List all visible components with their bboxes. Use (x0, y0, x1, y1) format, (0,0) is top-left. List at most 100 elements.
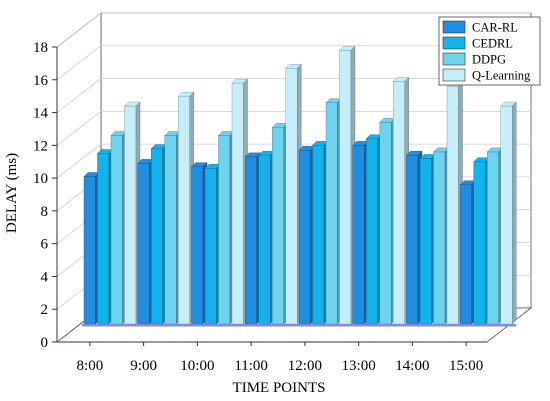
y-axis-title: DELAY (ms) (4, 153, 20, 233)
x-tick-label: 8:00 (77, 358, 104, 374)
bar-base-800 (82, 324, 140, 327)
bar-front-face (272, 127, 284, 325)
bar-base-900 (135, 324, 194, 327)
bar-front-face (258, 154, 271, 325)
bars-group (82, 45, 517, 327)
y-tick-label: 4 (41, 269, 49, 285)
bar-cedrl-1100 (258, 150, 275, 325)
bar-front-face (433, 151, 446, 325)
legend-label: CAR-RL (472, 21, 518, 35)
bar-cedrl-1200 (312, 140, 329, 325)
x-tick-label: 11:00 (234, 358, 268, 374)
bar-front-face (83, 176, 96, 325)
y-tick-label: 2 (41, 302, 49, 318)
bar-car-rl-1500 (459, 180, 477, 325)
bar-base-1200 (297, 324, 355, 327)
x-tick-label: 13:00 (342, 358, 376, 374)
bar-front-face (487, 151, 499, 325)
bar-front-face (231, 82, 244, 325)
legend-label: Q-Learning (472, 69, 531, 83)
bar-car-rl-1400 (406, 150, 423, 325)
bar-front-face (473, 161, 486, 325)
bar-base-1400 (404, 324, 463, 327)
bar-front-face (245, 156, 257, 325)
legend-swatch (442, 36, 466, 50)
y-tick-label: 0 (41, 335, 49, 351)
legend-swatch (442, 52, 466, 66)
bar-front-face (460, 184, 472, 325)
bar-car-rl-1100 (244, 152, 262, 325)
bar-cedrl-1300 (365, 134, 383, 325)
bar-ddpg-800 (110, 131, 127, 325)
bar-cedrl-1400 (419, 153, 436, 325)
bar-front-face (366, 138, 378, 325)
y-tick-label: 10 (33, 171, 48, 187)
bar-cedrl-800 (97, 149, 114, 325)
bar-ddpg-1200 (325, 98, 342, 325)
bar-front-face (352, 145, 365, 325)
legend-swatch (442, 68, 466, 82)
x-axis-title: TIME POINTS (233, 380, 326, 396)
bar-front-face (151, 148, 163, 325)
bar-front-face (164, 135, 177, 325)
bar-front-face (325, 102, 338, 325)
bar-base-1000 (189, 324, 248, 327)
bar-base-1300 (350, 324, 409, 327)
bar-front-face (446, 86, 459, 325)
bar-car-rl-1000 (191, 162, 208, 325)
x-tick-label: 10:00 (180, 358, 214, 374)
bar-car-rl-800 (83, 172, 100, 325)
bar-front-face (500, 105, 513, 325)
bar-front-face (379, 122, 392, 325)
side-grid-line (56, 111, 102, 146)
bar-front-face (124, 105, 137, 325)
x-tick-label: 15:00 (449, 358, 483, 374)
legend-label: DDPG (472, 53, 506, 67)
bar-front-face (191, 166, 204, 325)
bar-cedrl-900 (150, 144, 168, 325)
bar-front-face (218, 135, 231, 325)
legend-label: CEDRL (472, 37, 513, 51)
y-tick-label: 14 (33, 106, 49, 122)
bar-front-face (285, 68, 298, 325)
axes-group: 0 2 4 6 8 10 12 14 16 18 8:00 9:00 10:00 11:00 12:00 13… (33, 40, 487, 374)
corner-accent (56, 332, 70, 343)
y-tick-label: 12 (33, 138, 48, 154)
bar-front-face (97, 153, 110, 325)
bar-front-face (204, 168, 217, 325)
bar-front-face (110, 135, 123, 325)
side-grid-line (56, 143, 102, 179)
bar-front-face (393, 81, 405, 325)
y-tick-label: 16 (33, 73, 49, 89)
bar-front-face (137, 163, 150, 325)
bar-front-face (178, 95, 190, 325)
bar-front-face (298, 150, 311, 325)
x-tick-label: 9:00 (130, 358, 157, 374)
x-tick-label: 14:00 (395, 358, 429, 374)
bar-front-face (406, 154, 419, 325)
legend-swatch (442, 20, 466, 34)
bar-base-1500 (458, 324, 517, 327)
bar-ddpg-1400 (433, 147, 450, 325)
side-grid-line (56, 78, 102, 113)
y-tick-label: 8 (41, 204, 49, 220)
bar-ddpg-1500 (486, 147, 504, 325)
bar-cedrl-1500 (473, 157, 490, 325)
bar-cedrl-1000 (204, 163, 221, 325)
bar-base-1100 (243, 324, 302, 327)
bar-ddpg-1000 (218, 131, 235, 325)
bar-car-rl-1300 (352, 140, 369, 325)
legend: CAR-RL CEDRL DDPG Q-Learning (438, 16, 541, 86)
bar-car-rl-1200 (298, 145, 315, 325)
x-tick-label: 12:00 (288, 358, 322, 374)
side-grid-line (56, 45, 102, 81)
bar-q-learning-1500 (500, 101, 517, 325)
side-grid-line (56, 12, 102, 48)
bar-front-face (339, 50, 352, 325)
bar-ddpg-900 (164, 131, 181, 325)
bar-front-face (312, 145, 325, 325)
bar-side-face (512, 101, 517, 325)
y-tick-label: 18 (33, 40, 48, 56)
bar-ddpg-1300 (379, 117, 396, 325)
